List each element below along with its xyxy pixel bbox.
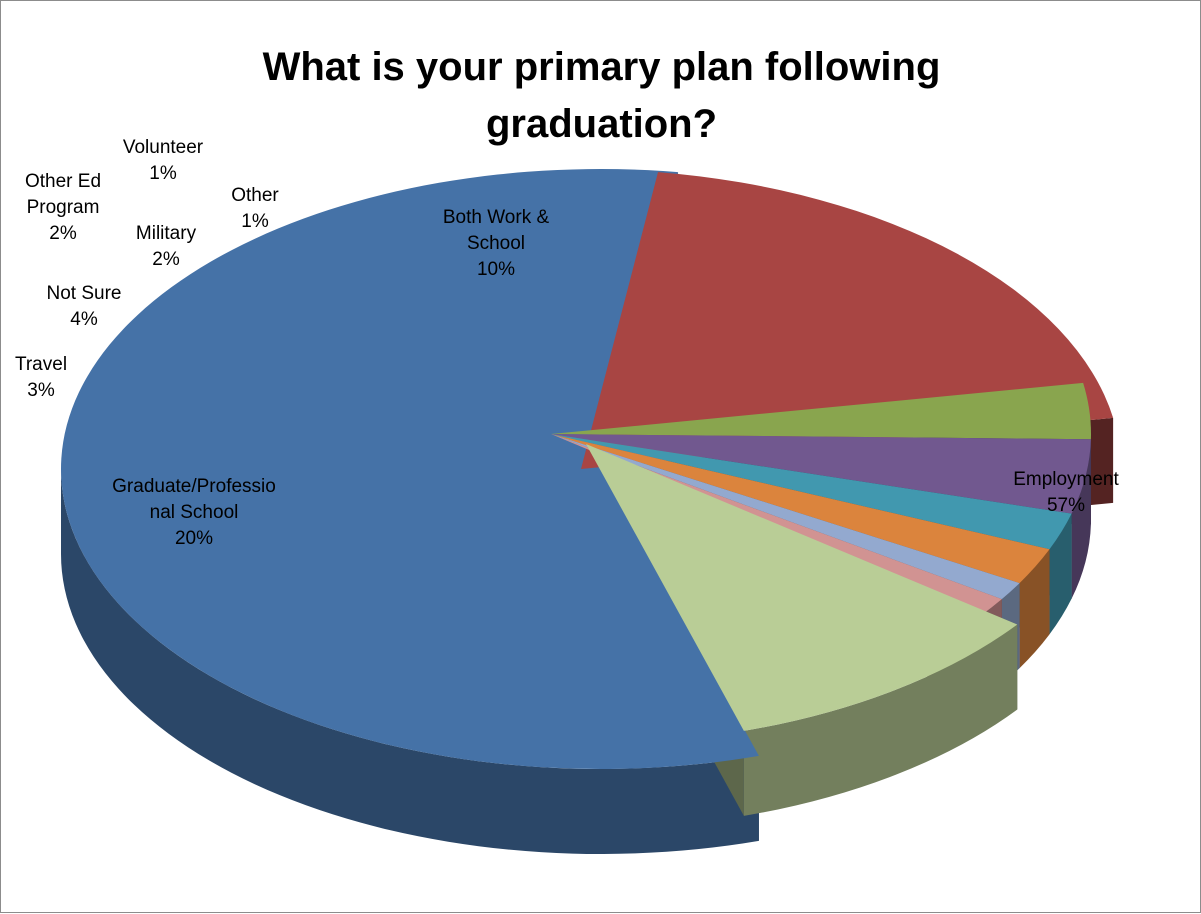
data-label-category: Travel xyxy=(15,354,67,375)
data-label-percent: 20% xyxy=(175,528,213,549)
data-label: Volunteer 1% xyxy=(123,137,204,184)
data-label-category: Other Ed xyxy=(25,171,101,192)
data-label: Not Sure 4% xyxy=(47,283,122,330)
data-label-percent: 4% xyxy=(70,309,98,330)
data-label-category: nal School xyxy=(150,502,239,523)
data-label-category: Employment xyxy=(1013,469,1119,490)
data-label-percent: 2% xyxy=(152,249,180,270)
data-label: Other 1% xyxy=(231,185,279,232)
data-label-category: Military xyxy=(136,223,197,244)
data-label-category: School xyxy=(467,233,525,254)
data-label-category: Volunteer xyxy=(123,137,204,158)
data-label-percent: 2% xyxy=(49,223,77,244)
data-label-percent: 1% xyxy=(149,163,177,184)
data-label-category: Other xyxy=(231,185,279,206)
data-label-category: Both Work & xyxy=(443,207,550,228)
data-label-percent: 57% xyxy=(1047,495,1085,516)
data-label-category: Graduate/Professio xyxy=(112,476,276,497)
data-label-category: Program xyxy=(27,197,100,218)
data-label: Other Ed Program 2% xyxy=(25,171,101,244)
data-label: Military 2% xyxy=(136,223,197,270)
data-label-percent: 3% xyxy=(27,380,55,401)
data-label-category: Not Sure xyxy=(47,283,122,304)
data-label: Travel 3% xyxy=(15,354,67,401)
data-label-percent: 1% xyxy=(241,211,269,232)
data-label-percent: 10% xyxy=(477,259,515,280)
